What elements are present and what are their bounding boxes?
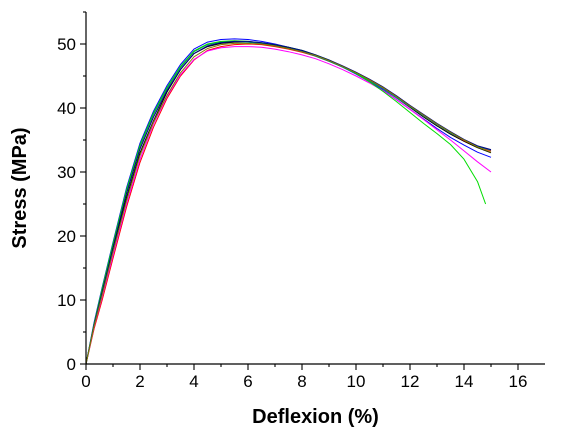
y-axis-title: Stress (MPa) (9, 127, 31, 248)
series-line-1 (85, 41, 492, 365)
x-axis-title: Deflexion (%) (252, 406, 379, 428)
x-tick-label: 12 (401, 372, 420, 391)
y-ticks: 0 10 20 30 40 50 (57, 11, 86, 374)
x-tick-label: 14 (455, 372, 474, 391)
series-line-5 (85, 46, 492, 365)
x-ticks: 0 2 4 6 8 10 12 14 16 (81, 364, 527, 391)
x-tick-label: 8 (297, 372, 306, 391)
x-tick-label: 0 (81, 372, 90, 391)
x-tick-label: 16 (509, 372, 528, 391)
x-tick-label: 6 (243, 372, 252, 391)
x-tick-label: 4 (189, 372, 198, 391)
series-line-3 (85, 38, 492, 365)
y-tick-label: 50 (57, 35, 76, 54)
y-tick-label: 10 (57, 291, 76, 310)
series-line-6 (85, 40, 487, 365)
axes: 0 2 4 6 8 10 12 14 16 0 10 20 30 40 50 (57, 11, 545, 391)
series-line-7 (85, 40, 492, 365)
x-tick-label: 10 (347, 372, 366, 391)
series-layer (85, 38, 492, 365)
series-line-8 (85, 42, 492, 365)
y-tick-label: 20 (57, 227, 76, 246)
y-tick-label: 30 (57, 163, 76, 182)
series-line-4 (85, 40, 492, 365)
y-tick-label: 40 (57, 99, 76, 118)
series-line-2 (85, 43, 492, 365)
y-tick-label: 0 (67, 355, 76, 374)
x-tick-label: 2 (135, 372, 144, 391)
